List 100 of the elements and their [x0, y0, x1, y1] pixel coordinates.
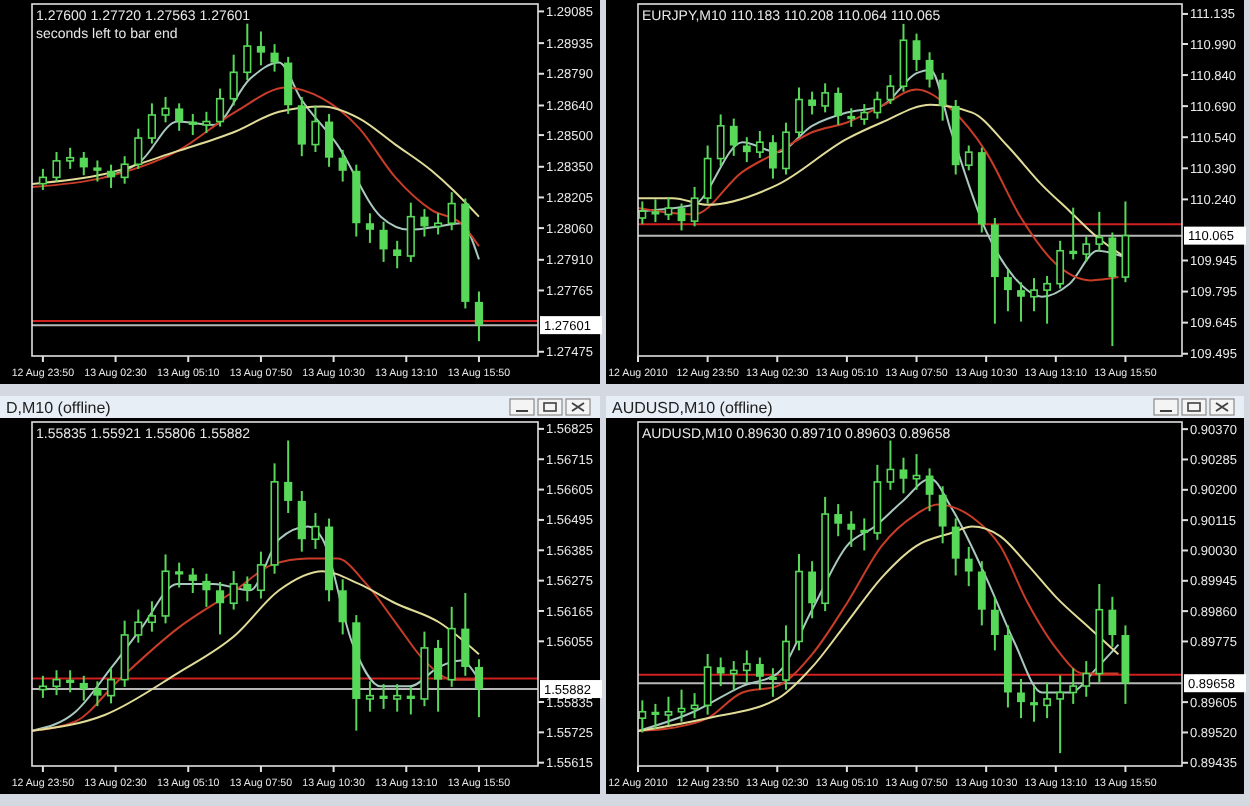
candlestick [447, 191, 456, 232]
candlestick [1108, 595, 1117, 648]
candlestick [847, 510, 856, 548]
line-series [638, 88, 1120, 282]
candlestick [755, 656, 764, 691]
candlestick [461, 592, 470, 677]
candlestick [215, 581, 225, 636]
candlestick [297, 489, 306, 553]
candlestick [899, 456, 908, 495]
candlestick [1082, 660, 1091, 698]
candlestick [175, 102, 184, 132]
candlestick [716, 656, 725, 688]
candlestick [379, 683, 388, 710]
candlestick [951, 517, 960, 577]
candlestick [1043, 275, 1052, 325]
candlestick [1121, 200, 1130, 284]
candlestick [284, 439, 293, 515]
candlestick [474, 658, 484, 719]
candlestick [769, 134, 777, 180]
candlestick [690, 185, 699, 228]
candlestick [808, 90, 816, 116]
candlestick [93, 680, 102, 708]
candlestick [379, 220, 388, 263]
candlestick [821, 82, 830, 114]
candlestick [311, 512, 320, 550]
candlestick [134, 127, 143, 170]
candlestick [925, 51, 934, 89]
candlestick [847, 107, 856, 128]
candlestick [886, 74, 895, 106]
candlestick [161, 553, 170, 625]
candlestick [1056, 239, 1065, 290]
candlestick [120, 619, 129, 688]
candlestick [79, 674, 88, 702]
candlestick [311, 104, 320, 153]
chart-title: AUDUSD,M10 (offline) [612, 399, 774, 417]
candlestick [433, 638, 443, 713]
candlestick [1017, 281, 1025, 323]
candlestick [106, 666, 116, 705]
candlestick [834, 503, 843, 538]
candlestick [256, 30, 266, 67]
candlestick [912, 453, 921, 491]
candlestick [755, 130, 764, 159]
candlestick [120, 155, 129, 185]
candlestick [769, 667, 777, 698]
candlestick [638, 699, 647, 734]
candlestick [964, 545, 973, 588]
candlestick [1056, 674, 1065, 755]
candlestick [66, 146, 75, 170]
candlestick [834, 86, 843, 126]
candlestick [860, 517, 869, 552]
candlestick [433, 212, 443, 236]
candlestick [860, 103, 869, 126]
line-series [32, 105, 480, 218]
candlestick [202, 572, 211, 608]
candlestick [677, 688, 686, 723]
candlestick [1069, 206, 1078, 261]
candlestick [742, 136, 751, 164]
candlestick [703, 652, 712, 716]
candlestick [38, 167, 47, 192]
candlestick [256, 550, 266, 600]
candlestick [964, 144, 973, 172]
candlestick [188, 567, 197, 595]
candlestick [938, 485, 947, 545]
candlestick [873, 90, 882, 120]
candlestick [703, 144, 712, 205]
candlestick [938, 71, 947, 122]
candlestick [147, 102, 156, 145]
candlestick [202, 110, 211, 134]
candlestick [147, 600, 156, 633]
candlestick [782, 121, 790, 176]
candlestick [393, 683, 402, 713]
candlestick [38, 674, 47, 699]
candlestick [393, 239, 402, 270]
candlestick [229, 569, 238, 611]
candlestick [899, 22, 908, 93]
candlestick [270, 43, 279, 73]
candlestick [338, 148, 347, 183]
candlestick [161, 96, 170, 124]
candlestick [664, 695, 673, 727]
candlestick [406, 201, 415, 263]
candlestick [474, 290, 484, 343]
candlestick [1004, 268, 1012, 313]
candlestick [365, 212, 375, 244]
candlestick [175, 561, 184, 589]
candlestick [1082, 235, 1091, 263]
candlestick [215, 87, 225, 128]
candlestick [365, 680, 375, 713]
candlestick [664, 196, 673, 222]
candlestick [990, 595, 999, 652]
candlestick [243, 575, 252, 603]
candlestick [1069, 667, 1078, 705]
candlestick [79, 150, 88, 177]
candlestick [324, 112, 334, 168]
candlestick [1095, 210, 1104, 253]
candlestick [912, 32, 921, 72]
candlestick [638, 200, 647, 226]
candlestick [742, 649, 751, 684]
candlestick [52, 150, 61, 183]
candlestick [297, 96, 306, 158]
candlestick [651, 198, 660, 224]
